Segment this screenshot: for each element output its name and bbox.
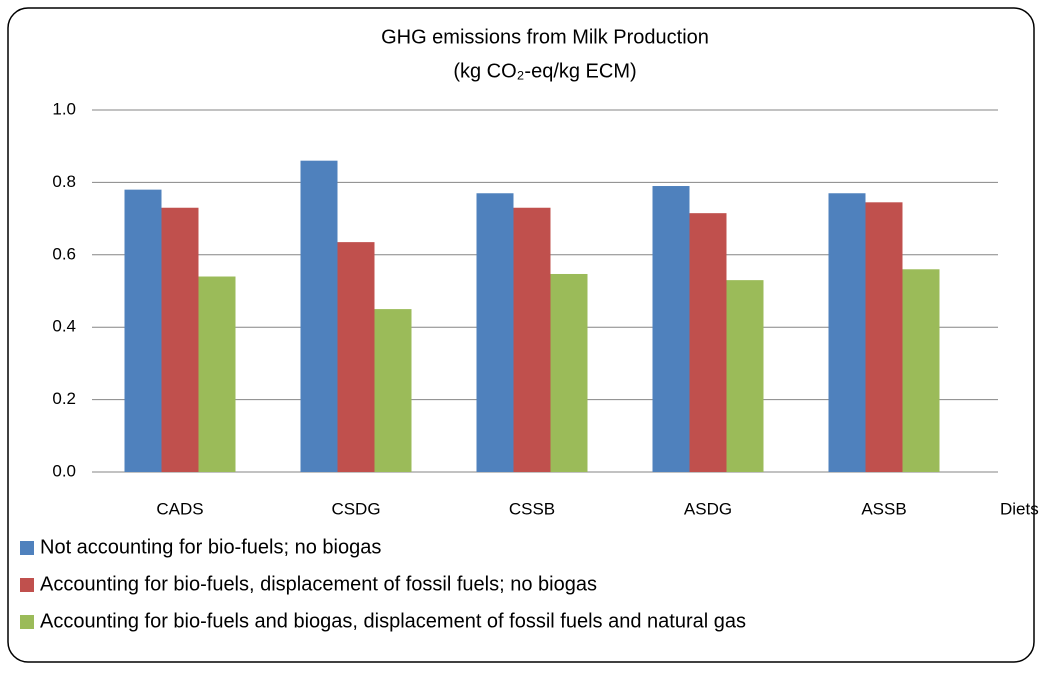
bar xyxy=(902,269,940,472)
bar xyxy=(689,213,727,473)
legend-label: Not accounting for bio-fuels; no biogas xyxy=(40,536,381,558)
x-axis-label: Diets xyxy=(1000,499,1039,518)
y-tick-label: 0.6 xyxy=(52,244,76,263)
y-tick-label: 0.2 xyxy=(52,389,76,408)
x-tick-label: ASSB xyxy=(861,499,906,518)
y-tick-label: 0.4 xyxy=(52,317,76,336)
bar xyxy=(550,273,588,472)
legend-swatch xyxy=(20,541,34,555)
bar xyxy=(300,160,338,472)
bar xyxy=(476,193,514,472)
legend-label: Accounting for bio-fuels and biogas, dis… xyxy=(40,610,746,632)
chart-title: GHG emissions from Milk Production xyxy=(381,26,709,48)
x-tick-label: ASDG xyxy=(684,499,732,518)
y-tick-label: 0.8 xyxy=(52,172,76,191)
x-tick-label: CADS xyxy=(156,499,203,518)
y-tick-label: 0.0 xyxy=(52,461,76,480)
bar xyxy=(726,280,764,472)
y-tick-label: 1.0 xyxy=(52,99,76,118)
legend-swatch xyxy=(20,578,34,592)
legend-swatch xyxy=(20,615,34,629)
chart-subtitle: (kg CO₂-eq/kg ECM) xyxy=(453,60,636,82)
bar xyxy=(161,207,199,473)
legend-label: Accounting for bio-fuels, displacement o… xyxy=(40,573,597,595)
bar xyxy=(652,186,690,472)
bar xyxy=(124,189,162,472)
bar xyxy=(337,242,375,472)
bar xyxy=(828,193,866,472)
bar xyxy=(865,202,903,472)
x-tick-label: CSSB xyxy=(509,499,555,518)
x-tick-label: CSDG xyxy=(331,499,380,518)
bar xyxy=(513,207,551,473)
bar xyxy=(198,276,236,472)
bar xyxy=(374,309,412,472)
